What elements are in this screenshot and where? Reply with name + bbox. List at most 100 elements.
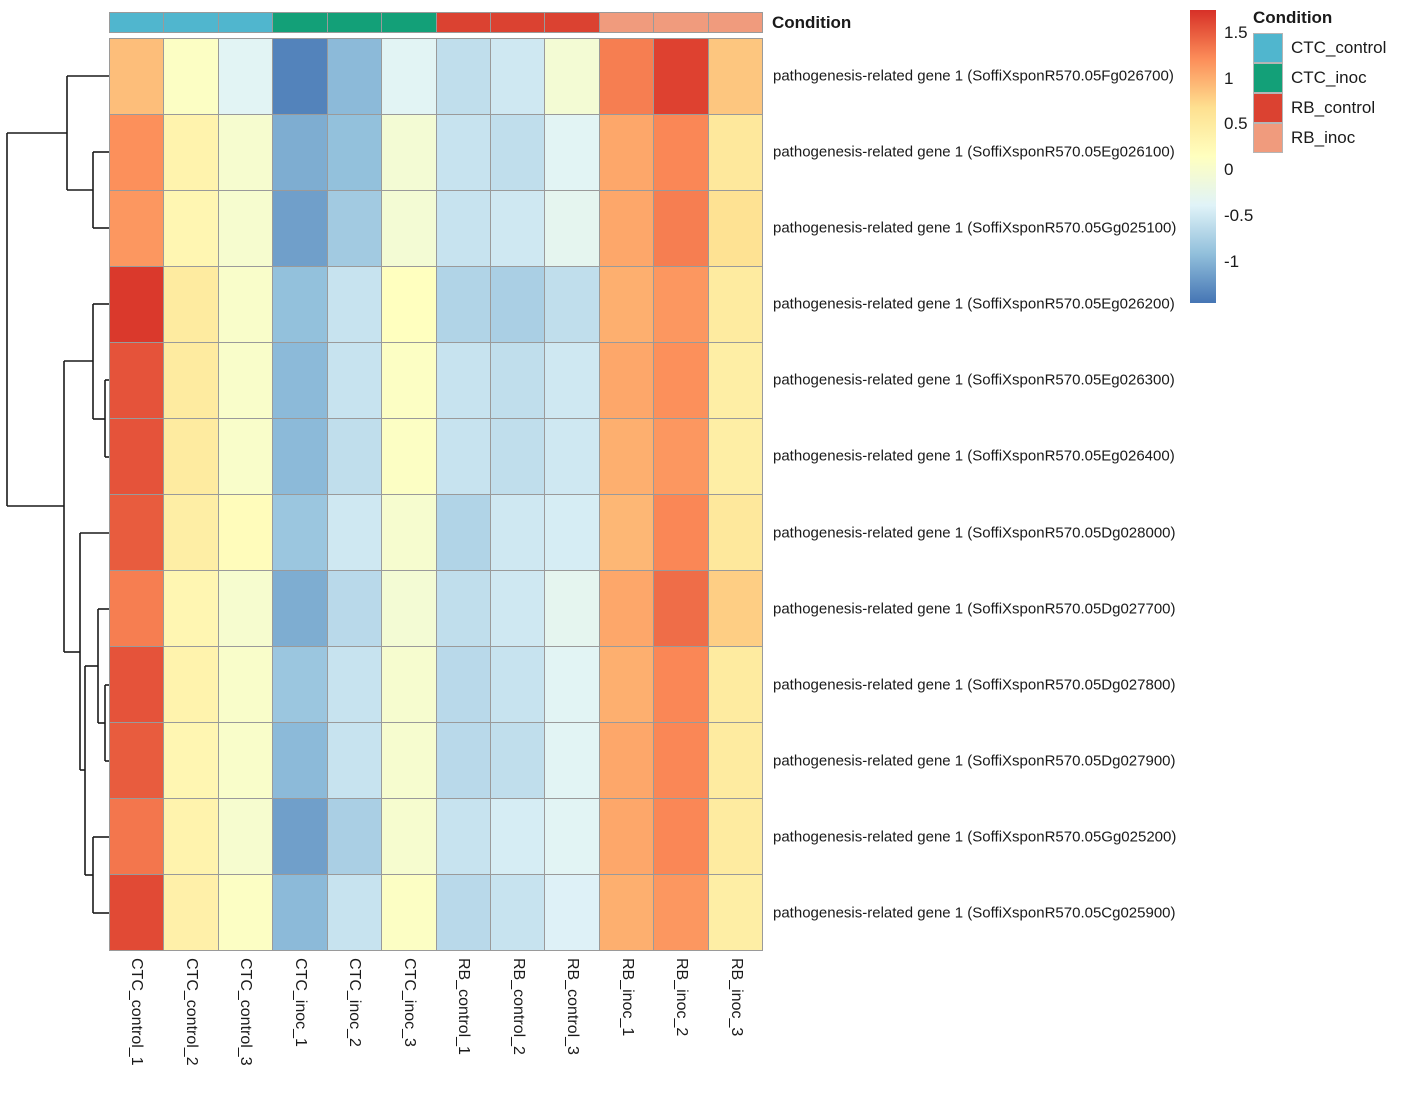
heatmap-cell [327,571,382,646]
column-label: RB_inoc_1 [618,958,636,1037]
heatmap-cell [327,875,382,950]
row-label: pathogenesis-related gene 1 (SoffiXsponR… [773,904,1176,922]
column-label: RB_control_2 [509,958,527,1055]
colorbar-tick: 0 [1224,160,1234,180]
colorbar-tick: -0.5 [1224,206,1254,226]
heatmap-cell [545,191,599,266]
column-label: CTC_inoc_1 [291,958,309,1047]
heatmap-cell [110,419,164,494]
condition-swatch [1253,93,1283,123]
heatmap-cell [708,343,762,418]
condition-swatch [1253,123,1283,153]
heatmap-cell [708,799,762,874]
heatmap-cell [436,495,490,570]
annotation-cell [708,13,762,32]
heatmap-cell [382,875,436,950]
condition-label: CTC_control [1291,38,1387,57]
heatmap-cell [327,495,382,570]
row-label: pathogenesis-related gene 1 (SoffiXsponR… [773,143,1175,161]
heatmap-cell [654,799,708,874]
condition-label: RB_control [1291,98,1376,117]
row-label: pathogenesis-related gene 1 (SoffiXsponR… [773,600,1176,618]
heatmap-cell [654,647,708,722]
annotation-cell [436,13,490,32]
heatmap-cell [382,39,436,114]
heatmap-cell [273,39,327,114]
heatmap-cell [490,799,545,874]
heatmap-cell [382,723,436,798]
heatmap-cell [654,571,708,646]
heatmap-cell [110,571,164,646]
heatmap-cell [545,723,599,798]
heatmap-cell [327,799,382,874]
heatmap-cell [490,39,545,114]
column-label: CTC_control_3 [237,958,255,1066]
row-label: pathogenesis-related gene 1 (SoffiXsponR… [773,219,1177,237]
heatmap-cell [110,799,164,874]
heatmap-cell [599,39,654,114]
heatmap-cell [599,267,654,342]
heatmap-cell [436,115,490,190]
heatmap-cell [218,799,273,874]
heatmap-cell [164,267,218,342]
heatmap-cell [327,39,382,114]
heatmap-cell [164,191,218,266]
annotation-cell [110,13,164,32]
condition-label: RB_inoc [1291,128,1356,147]
column-label: RB_control_1 [455,958,473,1055]
heatmap-cell [110,495,164,570]
heatmap-cell [599,571,654,646]
heatmap-cell [490,419,545,494]
heatmap-cell [654,875,708,950]
heatmap-cell [273,799,327,874]
row-label: pathogenesis-related gene 1 (SoffiXsponR… [773,67,1174,85]
heatmap-cell [436,875,490,950]
heatmap-cell [545,115,599,190]
heatmap-cell [327,267,382,342]
heatmap-cell [654,115,708,190]
annotation-track-label: Condition [772,13,852,32]
heatmap-cell [110,191,164,266]
heatmap-cell [436,647,490,722]
column-label: CTC_inoc_2 [346,958,364,1047]
heatmap-cell [218,647,273,722]
heatmap-cell [382,647,436,722]
heatmap-cell [110,343,164,418]
heatmap-cell [436,39,490,114]
condition-swatch [1253,63,1283,93]
heatmap-cell [708,115,762,190]
heatmap-cell [273,115,327,190]
heatmap-cell [218,267,273,342]
heatmap-cell [218,115,273,190]
heatmap-cell [708,571,762,646]
heatmap-cell [273,875,327,950]
heatmap-cell [436,723,490,798]
heatmap-cell [545,571,599,646]
heatmap-cell [490,647,545,722]
condition-annotation-track [109,12,763,33]
heatmap-cell [164,875,218,950]
heatmap-cell [110,647,164,722]
heatmap-cell [599,875,654,950]
heatmap-cell [110,39,164,114]
heatmap-cell [218,875,273,950]
heatmap-cell [654,419,708,494]
heatmap-cell [273,343,327,418]
row-label: pathogenesis-related gene 1 (SoffiXsponR… [773,752,1176,770]
heatmap-cell [436,267,490,342]
heatmap-cell [545,419,599,494]
heatmap-cell [545,799,599,874]
heatmap-cell [164,571,218,646]
row-label: pathogenesis-related gene 1 (SoffiXsponR… [773,524,1176,542]
heatmap-cell [490,571,545,646]
heatmap-cell [599,191,654,266]
heatmap-cell [545,647,599,722]
heatmap-cell [599,723,654,798]
heatmap-cell [164,647,218,722]
heatmap-cell [218,39,273,114]
heatmap-cell [164,39,218,114]
heatmap-cell [110,723,164,798]
heatmap-cell [327,115,382,190]
heatmap-cell [599,495,654,570]
